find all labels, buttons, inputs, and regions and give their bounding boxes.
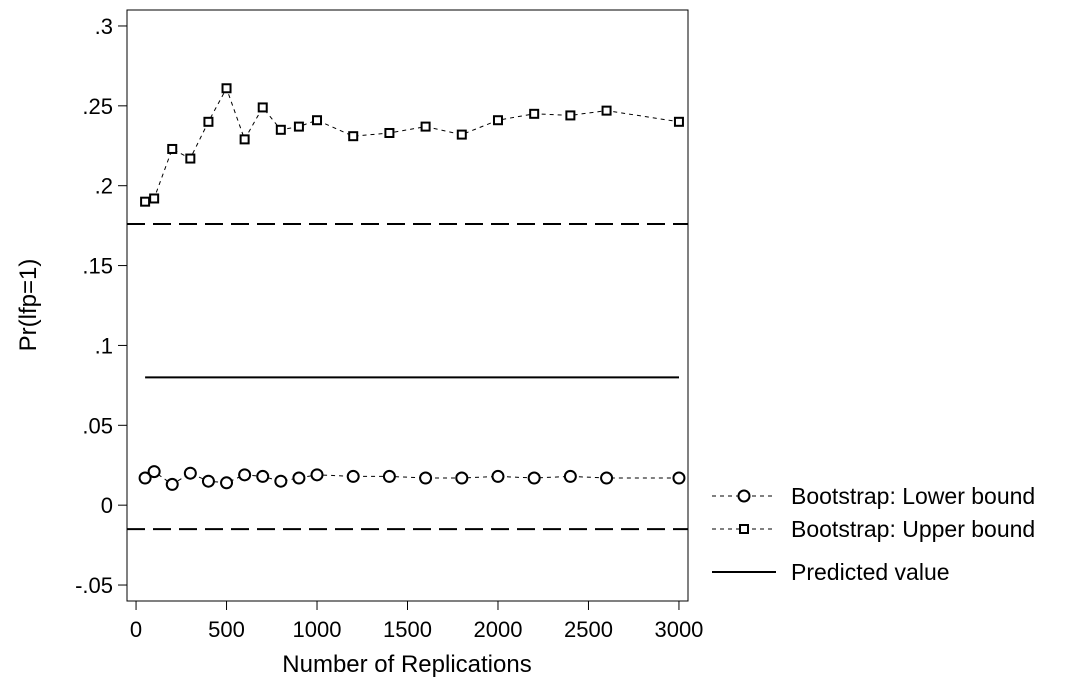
data-point bbox=[600, 471, 614, 485]
data-point bbox=[257, 102, 268, 113]
data-point bbox=[420, 121, 431, 132]
series-layer bbox=[138, 83, 686, 491]
data-point bbox=[312, 115, 323, 126]
data-point bbox=[274, 474, 288, 488]
legend: Bootstrap: Lower bound Bootstrap: Upper b… bbox=[712, 483, 1035, 585]
data-point bbox=[491, 469, 505, 483]
data-point bbox=[384, 127, 395, 138]
data-point bbox=[565, 110, 576, 121]
data-point bbox=[221, 83, 232, 94]
data-point bbox=[275, 124, 286, 135]
data-point bbox=[220, 476, 234, 490]
data-point bbox=[167, 143, 178, 154]
data-point bbox=[492, 115, 503, 126]
legend-label: Bootstrap: Upper bound bbox=[791, 516, 1035, 542]
legend-item-0: Bootstrap: Lower bound bbox=[712, 483, 1035, 509]
data-point bbox=[201, 474, 215, 488]
data-point bbox=[239, 134, 250, 145]
series-0 bbox=[138, 465, 686, 491]
data-point bbox=[382, 469, 396, 483]
data-point bbox=[346, 469, 360, 483]
y-tick-label: .15 bbox=[82, 254, 113, 279]
data-point bbox=[673, 116, 684, 127]
y-tick-label: .2 bbox=[95, 174, 113, 199]
data-point bbox=[256, 469, 270, 483]
plot-frame bbox=[126, 9, 689, 602]
data-point bbox=[293, 121, 304, 132]
data-point bbox=[348, 131, 359, 142]
data-point bbox=[183, 466, 197, 480]
x-tick-label: 0 bbox=[130, 617, 142, 642]
data-point bbox=[149, 193, 160, 204]
data-point bbox=[238, 468, 252, 482]
data-point bbox=[292, 471, 306, 485]
x-axis-title: Number of Replications bbox=[282, 651, 531, 678]
x-tick-label: 3000 bbox=[654, 617, 703, 642]
x-tick-label: 500 bbox=[208, 617, 245, 642]
data-point bbox=[147, 465, 161, 479]
legend-item-1: Bootstrap: Upper bound bbox=[712, 516, 1035, 542]
x-axis: 0 500 1000 1500 2000 2500 3000 bbox=[130, 601, 703, 642]
legend-marker bbox=[739, 524, 749, 534]
series-1 bbox=[140, 83, 684, 207]
data-point bbox=[203, 116, 214, 127]
data-point bbox=[455, 471, 469, 485]
y-tick-label: .1 bbox=[95, 333, 113, 358]
data-point bbox=[419, 471, 433, 485]
data-point bbox=[456, 129, 467, 140]
y-tick-label: .25 bbox=[82, 94, 113, 119]
y-tick-label: -.05 bbox=[75, 573, 113, 598]
y-axis: -.05 0 .05 .1 .15 .2 .25 .3 bbox=[75, 14, 127, 598]
x-tick-label: 1000 bbox=[293, 617, 342, 642]
data-point bbox=[140, 196, 151, 207]
data-point bbox=[310, 468, 324, 482]
legend-label: Bootstrap: Lower bound bbox=[791, 483, 1035, 509]
data-point bbox=[529, 108, 540, 119]
data-point bbox=[672, 471, 686, 485]
reference-lines bbox=[127, 223, 688, 531]
data-point bbox=[138, 471, 152, 485]
series-line bbox=[144, 87, 680, 203]
legend-label: Predicted value bbox=[791, 559, 950, 585]
x-tick-label: 1500 bbox=[383, 617, 432, 642]
data-point bbox=[601, 105, 612, 116]
legend-item-2: Predicted value bbox=[712, 559, 950, 585]
legend-marker bbox=[737, 489, 751, 503]
y-axis-title: Pr(lfp=1) bbox=[15, 259, 42, 352]
y-tick-label: .3 bbox=[95, 14, 113, 39]
data-point bbox=[185, 153, 196, 164]
x-tick-label: 2500 bbox=[564, 617, 613, 642]
y-tick-label: 0 bbox=[101, 493, 113, 518]
y-tick-label: .05 bbox=[82, 413, 113, 438]
data-point bbox=[527, 471, 541, 485]
data-point bbox=[165, 477, 179, 491]
data-point bbox=[563, 469, 577, 483]
x-tick-label: 2000 bbox=[474, 617, 523, 642]
